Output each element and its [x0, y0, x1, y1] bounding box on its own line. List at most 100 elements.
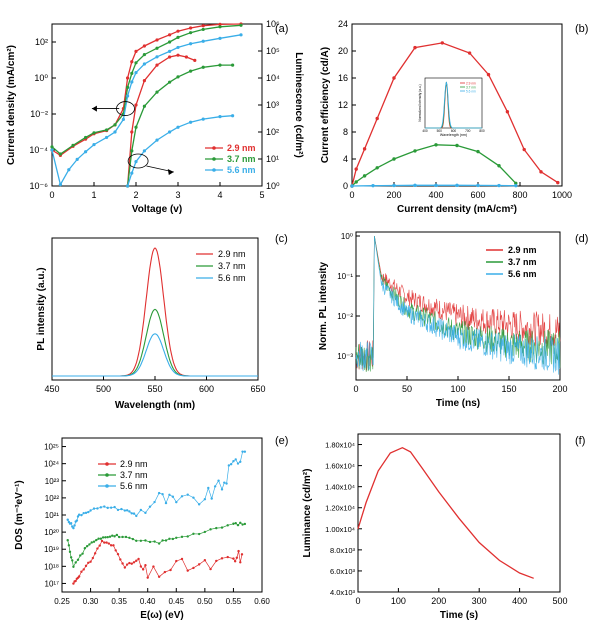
- data-point: [119, 558, 122, 561]
- data-point: [103, 505, 106, 508]
- data-point: [455, 183, 459, 188]
- data-point: [434, 143, 438, 147]
- x-tick-label: 50: [402, 384, 412, 394]
- data-point: [155, 55, 159, 59]
- data-point: [80, 570, 83, 573]
- x-axis-label: E(ω) (eV): [140, 610, 183, 621]
- data-point: [120, 507, 123, 511]
- data-point: [354, 167, 358, 171]
- data-point: [83, 547, 87, 550]
- data-point: [142, 44, 146, 48]
- arrow-head-icon: [167, 169, 174, 175]
- x-tick-label: 500: [96, 384, 111, 394]
- data-point: [168, 49, 172, 54]
- x-tick-label: 400: [428, 190, 443, 200]
- data-point: [189, 31, 193, 35]
- data-point: [169, 568, 172, 572]
- y-tick-label: 20: [338, 46, 348, 56]
- data-point: [176, 75, 180, 79]
- data-point: [130, 130, 134, 134]
- y-tick-label: 12: [338, 100, 348, 110]
- legend-label: 5.6 nm: [508, 269, 537, 279]
- x-tick-label: 600: [199, 384, 214, 394]
- data-point: [144, 511, 147, 515]
- panel-c: 450 500 550 600 650 Wavelength (nm) PL intensi…: [36, 233, 288, 411]
- data-point: [210, 497, 213, 500]
- data-point: [189, 120, 193, 124]
- data-point: [84, 150, 88, 154]
- data-point: [77, 513, 81, 516]
- series-line: [357, 446, 534, 579]
- data-point: [163, 570, 167, 574]
- data-point: [128, 536, 131, 540]
- data-point: [186, 535, 189, 538]
- data-point: [126, 184, 130, 188]
- y-tick-label: 10⁻⁶: [30, 181, 49, 191]
- data-point: [92, 142, 96, 147]
- data-point: [130, 562, 133, 565]
- data-point: [113, 130, 117, 134]
- data-point: [375, 166, 379, 170]
- data-point: [235, 556, 239, 559]
- x-tick-label: 650: [250, 384, 265, 394]
- data-point: [134, 125, 138, 129]
- data-point: [155, 138, 159, 142]
- data-point: [148, 540, 152, 544]
- y-tick-label: 10⁻²: [337, 312, 353, 321]
- data-point: [106, 506, 109, 510]
- data-point: [88, 543, 91, 546]
- y-tick-label: 10⁰: [34, 73, 48, 83]
- data-point: [497, 183, 501, 188]
- x-axis-label: Wavelength (nm): [115, 400, 195, 411]
- x-axis-label: Current density (mA/cm²): [397, 204, 517, 215]
- x-tick-label: 0.40: [140, 597, 156, 606]
- x-tick-label: 600: [470, 190, 485, 200]
- data-point: [192, 566, 195, 570]
- data-point: [236, 523, 240, 527]
- data-point: [239, 460, 242, 463]
- data-point: [71, 559, 74, 562]
- y-tick-label: 4.0x10³: [330, 588, 356, 597]
- data-point: [209, 528, 212, 531]
- data-point: [87, 510, 90, 514]
- y-tick-label: 1.60x10⁴: [325, 462, 355, 471]
- data-point: [239, 561, 242, 564]
- data-point: [522, 147, 526, 152]
- data-point: [134, 160, 138, 164]
- data-point: [89, 560, 92, 563]
- panel-label: (c): [275, 233, 288, 245]
- data-point: [218, 25, 222, 29]
- data-point: [486, 72, 491, 77]
- y-tick-label: 10⁰: [341, 232, 353, 241]
- data-point: [130, 80, 134, 84]
- data-point: [201, 65, 205, 69]
- data-point: [84, 135, 88, 140]
- data-point: [239, 23, 243, 27]
- series-line: [67, 451, 245, 529]
- data-point: [171, 495, 175, 498]
- y-tick-label: 10¹⁷: [45, 579, 60, 588]
- data-point: [218, 22, 222, 27]
- data-point: [152, 565, 155, 568]
- data-point: [124, 535, 128, 539]
- data-point: [241, 523, 244, 526]
- data-point: [130, 149, 134, 153]
- y-axis-label: Norm. PL intensity: [318, 261, 329, 350]
- data-point: [556, 180, 560, 185]
- data-point: [186, 493, 189, 496]
- data-point: [168, 130, 172, 134]
- data-point: [157, 542, 161, 545]
- data-point: [164, 501, 168, 505]
- data-point: [131, 537, 135, 541]
- x-axis-label: Time (ns): [436, 398, 480, 409]
- data-point: [67, 544, 71, 547]
- panel-d: 0 50 100 150 200 Time (ns) Norm. PL intensity 1…: [318, 231, 588, 409]
- x-tick-label: 200: [552, 384, 567, 394]
- data-point: [134, 103, 138, 107]
- data-point: [137, 557, 140, 561]
- data-point: [123, 509, 127, 512]
- data-point: [87, 561, 90, 564]
- panel-label: (e): [275, 435, 288, 447]
- y-tick-label: 10¹⁹: [44, 545, 59, 554]
- data-point: [239, 521, 242, 524]
